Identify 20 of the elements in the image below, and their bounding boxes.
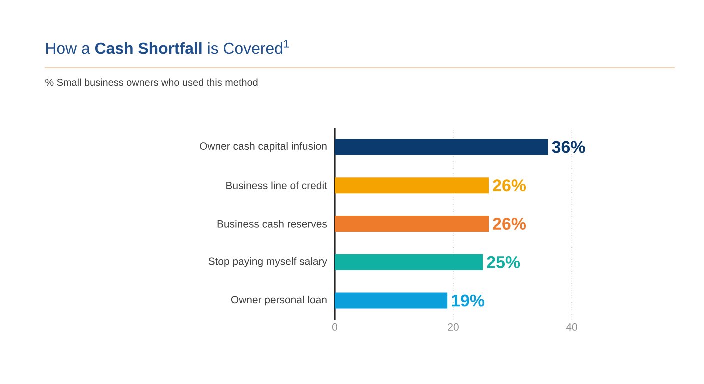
y-tick-label: Owner cash capital infusion — [200, 142, 327, 152]
data-label: 19% — [452, 294, 485, 307]
text: How a Cash Shortfall is Covered$^{1}$ — [46, 40, 290, 54]
y-tick-label: Business line of credit — [226, 182, 328, 190]
y-tick-label: Owner personal loan — [231, 296, 327, 306]
bar — [335, 139, 548, 156]
x-tick-label: 20 — [448, 324, 459, 331]
data-label: 26% — [493, 218, 526, 230]
data-label: 26% — [493, 180, 526, 192]
y-tick-label: Business cash reserves — [218, 220, 328, 228]
y-tick-label: Stop paying myself salary — [208, 258, 328, 268]
x-tick-label: 0 — [332, 324, 338, 331]
bar — [335, 292, 448, 309]
bar — [335, 254, 484, 270]
x-tick-label: 40 — [566, 324, 578, 331]
data-label: 25% — [487, 256, 520, 268]
data-label: 36% — [552, 141, 586, 154]
bar — [335, 216, 490, 232]
bar — [335, 178, 490, 194]
text: % Small business owners who used this method — [46, 78, 258, 86]
